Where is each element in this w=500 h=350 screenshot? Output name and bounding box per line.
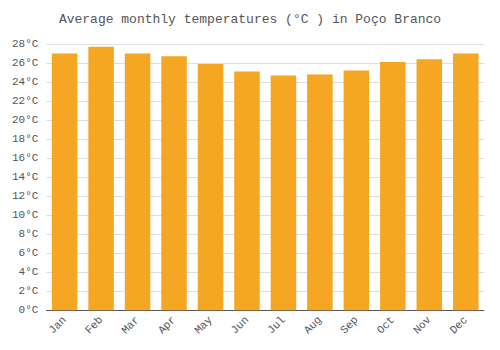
svg-text:Dec: Dec (448, 314, 470, 336)
svg-text:14°C: 14°C (12, 171, 39, 183)
svg-text:4°C: 4°C (19, 266, 39, 278)
svg-text:Nov: Nov (411, 314, 434, 337)
svg-text:Sep: Sep (338, 314, 360, 336)
svg-text:Mar: Mar (119, 314, 141, 336)
svg-text:Oct: Oct (375, 314, 397, 336)
svg-text:2°C: 2°C (19, 285, 39, 297)
svg-text:26°C: 26°C (12, 57, 39, 69)
svg-text:20°C: 20°C (12, 114, 39, 126)
svg-text:0°C: 0°C (19, 304, 39, 316)
svg-text:Jan: Jan (46, 314, 68, 336)
svg-text:24°C: 24°C (12, 76, 39, 88)
svg-text:Apr: Apr (156, 314, 178, 336)
svg-text:Aug: Aug (302, 314, 324, 336)
svg-text:Feb: Feb (83, 314, 105, 336)
svg-text:12°C: 12°C (12, 190, 39, 202)
svg-text:Jul: Jul (265, 314, 287, 336)
svg-text:8°C: 8°C (19, 228, 39, 240)
svg-text:28°C: 28°C (12, 38, 39, 50)
svg-text:6°C: 6°C (19, 247, 39, 259)
svg-text:22°C: 22°C (12, 95, 39, 107)
svg-text:Average monthly temperatures (: Average monthly temperatures (°C ) in Po… (59, 12, 441, 27)
svg-text:May: May (192, 314, 215, 337)
svg-text:Jun: Jun (229, 314, 251, 336)
svg-text:16°C: 16°C (12, 152, 39, 164)
svg-text:18°C: 18°C (12, 133, 39, 145)
svg-text:10°C: 10°C (12, 209, 39, 221)
